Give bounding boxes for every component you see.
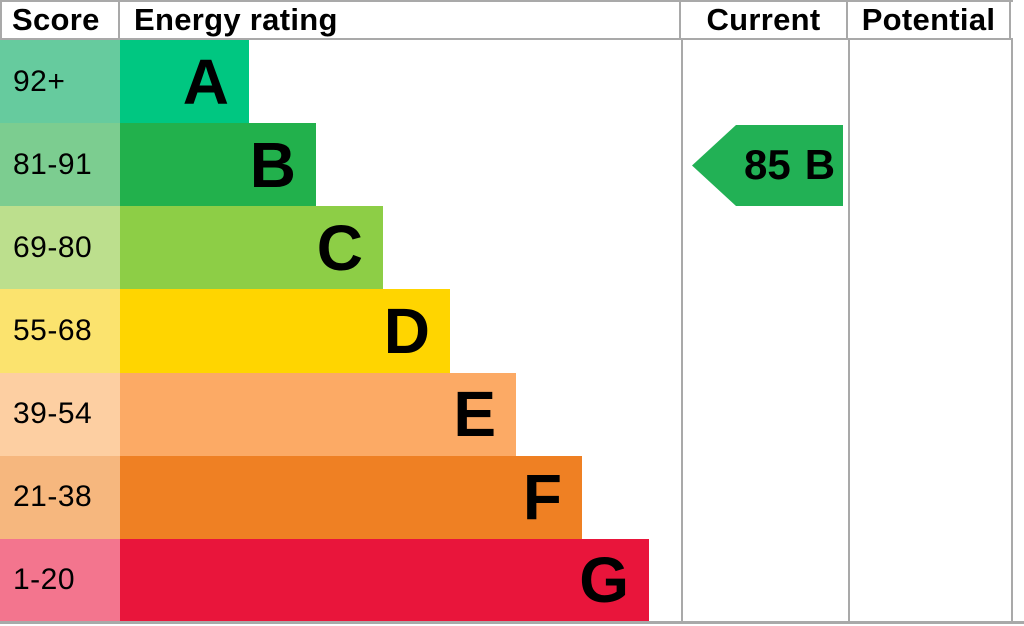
band-letter: B xyxy=(249,128,296,201)
energy-band-bar: A xyxy=(120,40,249,124)
score-range-label: 21-38 xyxy=(0,455,120,539)
current-cell xyxy=(683,289,850,373)
current-cell xyxy=(683,538,850,622)
potential-cell xyxy=(850,538,1013,622)
rating-cell: D xyxy=(120,289,683,373)
score-range-label: 55-68 xyxy=(0,289,120,373)
header-current: Current xyxy=(681,2,848,38)
potential-cell xyxy=(850,455,1013,539)
band-row-a: 92+ A xyxy=(0,40,1013,124)
band-row-e: 39-54 E xyxy=(0,372,1013,456)
rating-cell: E xyxy=(120,372,683,456)
bottom-border-line xyxy=(0,621,1024,624)
rating-cell: G xyxy=(120,538,683,622)
current-rating-arrow: 85 B xyxy=(692,124,843,206)
potential-cell xyxy=(850,40,1013,124)
band-row-c: 69-80 C xyxy=(0,206,1013,290)
band-letter: G xyxy=(579,544,629,617)
header-score: Score xyxy=(2,2,120,38)
band-row-b: 81-91 B xyxy=(0,123,1013,207)
band-row-g: 1-20 G xyxy=(0,538,1013,622)
energy-band-bar: G xyxy=(120,538,649,622)
current-rating-text: 85 B xyxy=(736,125,843,206)
band-letter: F xyxy=(522,461,562,534)
energy-band-bar: F xyxy=(120,455,582,539)
current-cell xyxy=(683,123,850,207)
rating-cell: B xyxy=(120,123,683,207)
energy-band-bar: E xyxy=(120,372,516,456)
rating-cell: A xyxy=(120,40,683,124)
current-cell xyxy=(683,455,850,539)
energy-band-bar: B xyxy=(120,123,316,207)
band-row-d: 55-68 D xyxy=(0,289,1013,373)
energy-band-bar: D xyxy=(120,289,450,373)
score-range-label: 92+ xyxy=(0,40,120,124)
current-rating-letter: B xyxy=(804,141,836,189)
band-letter: C xyxy=(316,211,363,284)
rating-cell: F xyxy=(120,455,683,539)
potential-cell xyxy=(850,206,1013,290)
header-energy-rating: Energy rating xyxy=(120,2,681,38)
current-cell xyxy=(683,206,850,290)
band-letter: E xyxy=(453,378,496,451)
band-row-f: 21-38 F xyxy=(0,455,1013,539)
energy-band-bar: C xyxy=(120,206,383,290)
header-potential: Potential xyxy=(848,2,1011,38)
header-row: Score Energy rating Current Potential xyxy=(0,0,1013,40)
potential-cell xyxy=(850,123,1013,207)
current-score-value: 85 xyxy=(743,141,791,189)
score-range-label: 81-91 xyxy=(0,123,120,207)
score-range-label: 69-80 xyxy=(0,206,120,290)
potential-cell xyxy=(850,372,1013,456)
band-letter: A xyxy=(182,45,229,118)
current-cell xyxy=(683,372,850,456)
arrow-shape xyxy=(692,124,843,206)
potential-cell xyxy=(850,289,1013,373)
rating-cell: C xyxy=(120,206,683,290)
score-range-label: 1-20 xyxy=(0,538,120,622)
band-letter: D xyxy=(383,294,430,367)
score-range-label: 39-54 xyxy=(0,372,120,456)
current-cell xyxy=(683,40,850,124)
